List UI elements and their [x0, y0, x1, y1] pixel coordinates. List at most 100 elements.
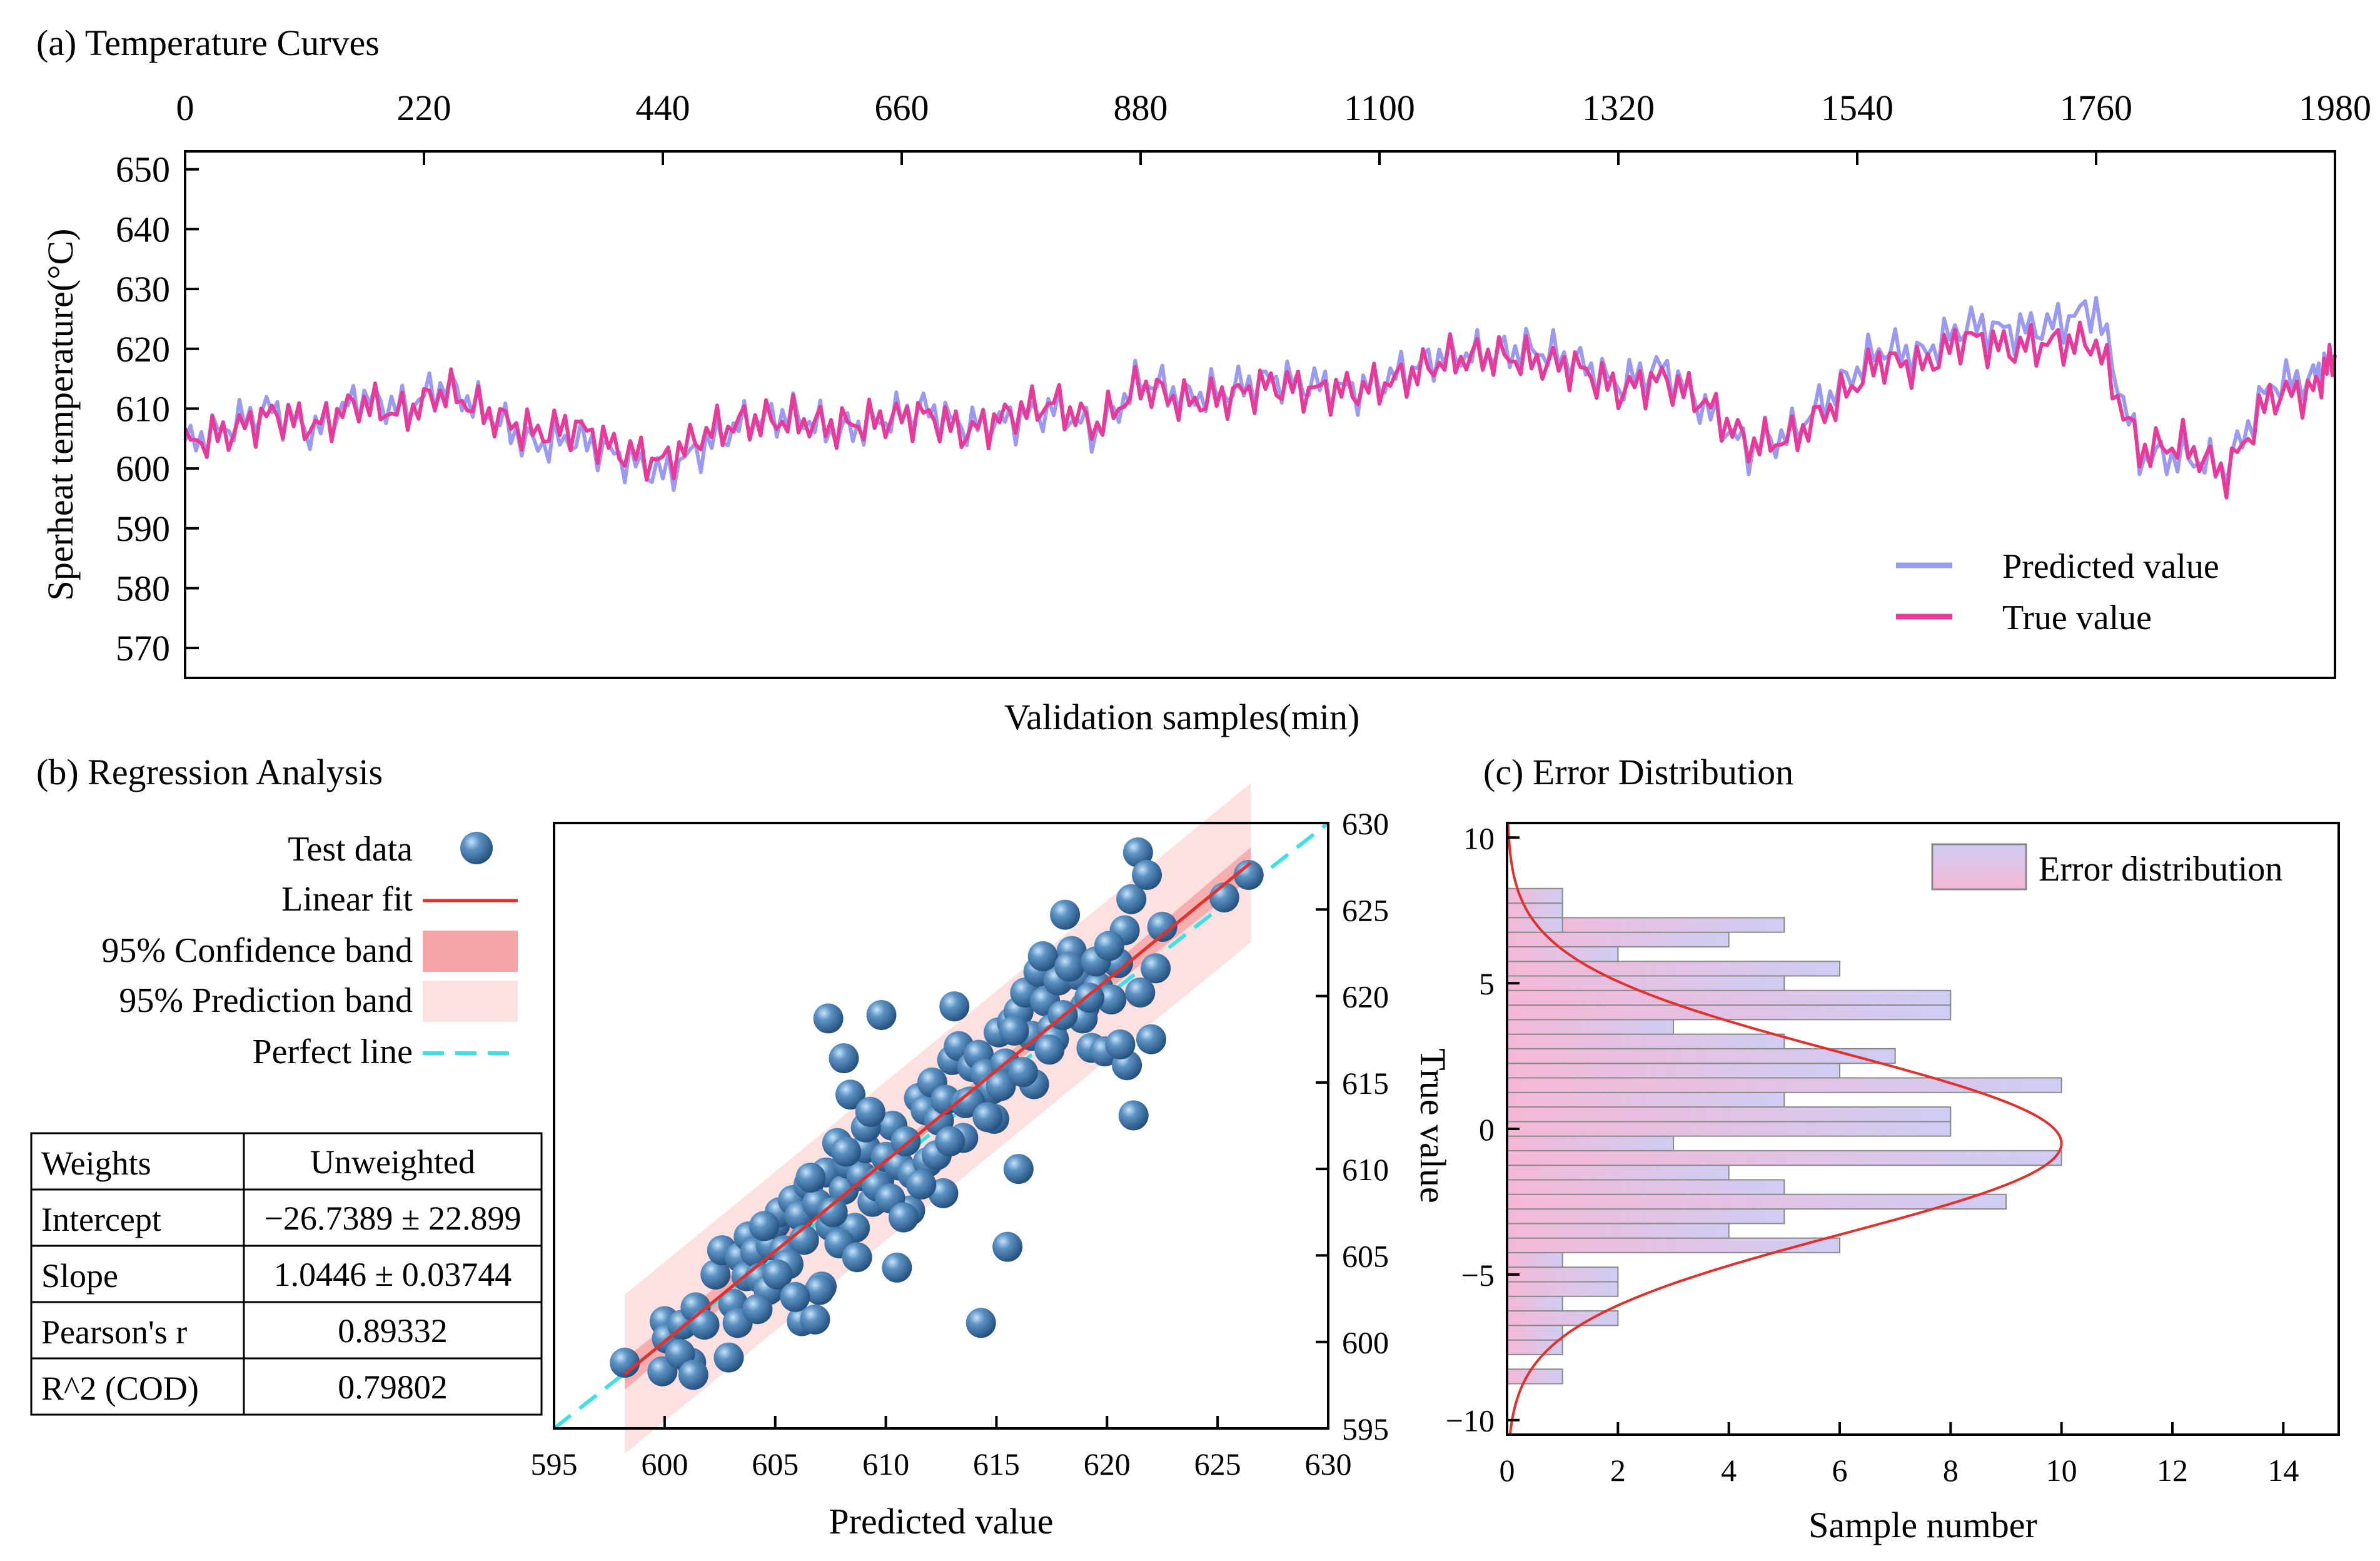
y-tick-label: 615 — [1342, 1066, 1389, 1101]
test-data-point — [817, 1197, 848, 1228]
table-label-pearson: Pearson's r — [41, 1313, 187, 1351]
panel-c-legend: Error distribution — [1931, 843, 2282, 891]
test-data-point — [888, 1202, 919, 1233]
panel-a-temperature-curves: 0 220 440 660 880 1100 1320 1540 1760 1980 570 580… — [40, 88, 2371, 737]
test-data-point — [795, 1163, 826, 1193]
test-data-point — [855, 1096, 885, 1127]
test-data-point — [866, 1000, 897, 1030]
x-tick-label: 660 — [875, 88, 929, 128]
x-tick-label: 615 — [973, 1447, 1020, 1482]
histogram-bar — [1506, 1368, 1563, 1385]
test-data-point — [972, 1102, 1003, 1133]
x-tick-label: 6 — [1832, 1453, 1848, 1488]
test-data-point — [1003, 1154, 1034, 1185]
legend-confidence-label: 95% Confidence band — [101, 931, 413, 970]
x-tick-label: 1100 — [1344, 88, 1415, 128]
y-tick-label: −5 — [1461, 1258, 1495, 1293]
regression-table: Weights Unweighted Intercept −26.7389 ± … — [30, 1132, 543, 1416]
test-data-point — [813, 1003, 844, 1034]
test-data-point — [882, 1252, 912, 1283]
test-data-point — [1122, 837, 1153, 867]
x-tick-label: 1760 — [2060, 88, 2132, 128]
table-value-r2: 0.79802 — [338, 1368, 448, 1406]
panel-b-y-label: True value — [1413, 1048, 1453, 1203]
panel-b-x-ticks: 595 600 605 610 615 620 625 630 — [531, 1416, 1352, 1482]
histogram-bar — [1506, 1281, 1619, 1297]
histogram-bar — [1506, 1004, 1952, 1021]
y-tick-label: 5 — [1479, 966, 1495, 1001]
panel-a-x-ticks: 0 220 440 660 880 1100 1320 1540 1760 1980 — [176, 88, 2371, 165]
x-tick-label: 630 — [1305, 1447, 1352, 1482]
x-tick-label: 605 — [752, 1447, 799, 1482]
test-data-point — [1209, 882, 1239, 912]
histogram-bar — [1506, 1237, 1840, 1253]
table-value-weights: Unweighted — [310, 1143, 475, 1181]
x-tick-label: 12 — [2157, 1453, 2188, 1488]
test-data-point — [804, 1275, 835, 1305]
y-tick-label: 620 — [1342, 979, 1389, 1014]
panel-a-legend: Predicted value True value — [1896, 547, 2219, 637]
y-tick-label: 600 — [116, 448, 170, 489]
x-tick-label: 10 — [2046, 1453, 2077, 1488]
test-data-point — [830, 1136, 861, 1167]
test-data-point — [1094, 931, 1124, 961]
histogram-bar — [1506, 1164, 1730, 1181]
test-data-point — [742, 1294, 773, 1325]
panel-b-plot-area — [553, 783, 1329, 1454]
panel-a-y-ticks: 570 580 590 600 610 620 630 640 650 — [116, 149, 199, 669]
series-true-line — [183, 320, 2337, 500]
histogram-bar — [1506, 902, 1563, 919]
legend-true-label: True value — [2002, 599, 2152, 637]
x-tick-label: 2 — [1610, 1453, 1626, 1488]
test-data-point — [1136, 1024, 1166, 1054]
x-tick-label: 0 — [176, 88, 194, 128]
table-label-weights: Weights — [41, 1144, 151, 1182]
histogram-bar — [1506, 989, 1952, 1006]
panel-c-x-ticks: 0 2 4 6 8 10 12 14 — [1500, 1422, 2299, 1488]
legend-prediction-label: 95% Prediction band — [119, 981, 413, 1020]
histogram-bar — [1506, 1077, 2062, 1093]
y-tick-label: 600 — [1342, 1325, 1389, 1360]
test-data-point — [986, 1071, 1016, 1101]
x-tick-label: 14 — [2267, 1453, 2299, 1488]
legend-error-distribution-swatch — [1931, 843, 2027, 891]
test-data-point — [939, 991, 970, 1022]
test-data-point — [1050, 899, 1081, 930]
test-data-point — [1132, 860, 1162, 890]
panel-a-x-label: Validation samples(min) — [1004, 697, 1360, 737]
legend-predicted-label: Predicted value — [2002, 547, 2219, 586]
test-data-point — [1007, 1057, 1038, 1088]
histogram-bar — [1506, 1149, 2062, 1166]
x-tick-label: 600 — [641, 1447, 688, 1482]
table-label-r2: R^2 (COD) — [41, 1370, 199, 1407]
histogram-bar — [1506, 1193, 2007, 1210]
table-value-pearson: 0.89332 — [338, 1312, 448, 1350]
histogram-bar — [1506, 931, 1730, 947]
panel-a-frame — [184, 150, 2336, 679]
test-data-point — [1118, 1100, 1149, 1131]
histogram-bar — [1506, 1251, 1563, 1268]
test-data-point — [1141, 953, 1171, 984]
test-data-point — [700, 1259, 731, 1290]
y-tick-label: 625 — [1342, 892, 1389, 927]
legend-prediction-swatch — [423, 981, 518, 1022]
y-tick-label: 605 — [1342, 1238, 1389, 1273]
x-tick-label: 0 — [1500, 1453, 1515, 1488]
y-tick-label: 610 — [116, 388, 170, 429]
histogram-bar — [1506, 917, 1563, 933]
y-tick-label: 580 — [116, 568, 170, 609]
histogram-bar — [1506, 887, 1563, 904]
histogram-bar — [1506, 1325, 1563, 1341]
table-value-intercept: −26.7389 ± 22.899 — [264, 1200, 521, 1237]
x-tick-label: 220 — [397, 88, 451, 128]
x-tick-label: 1980 — [2299, 88, 2371, 128]
legend-test-data-swatch — [460, 832, 493, 864]
y-tick-label: 620 — [116, 329, 170, 370]
test-data-point — [780, 1281, 810, 1312]
panel-c-error-distribution: 0 2 4 6 8 10 12 14 −10 −5 0 5 10 Sample number Erro… — [1446, 821, 2340, 1545]
test-data-point — [762, 1259, 793, 1290]
test-data-point — [689, 1310, 720, 1340]
panel-a-title: (a) Temperature Curves — [36, 23, 380, 63]
histogram-bar — [1506, 1135, 1674, 1151]
